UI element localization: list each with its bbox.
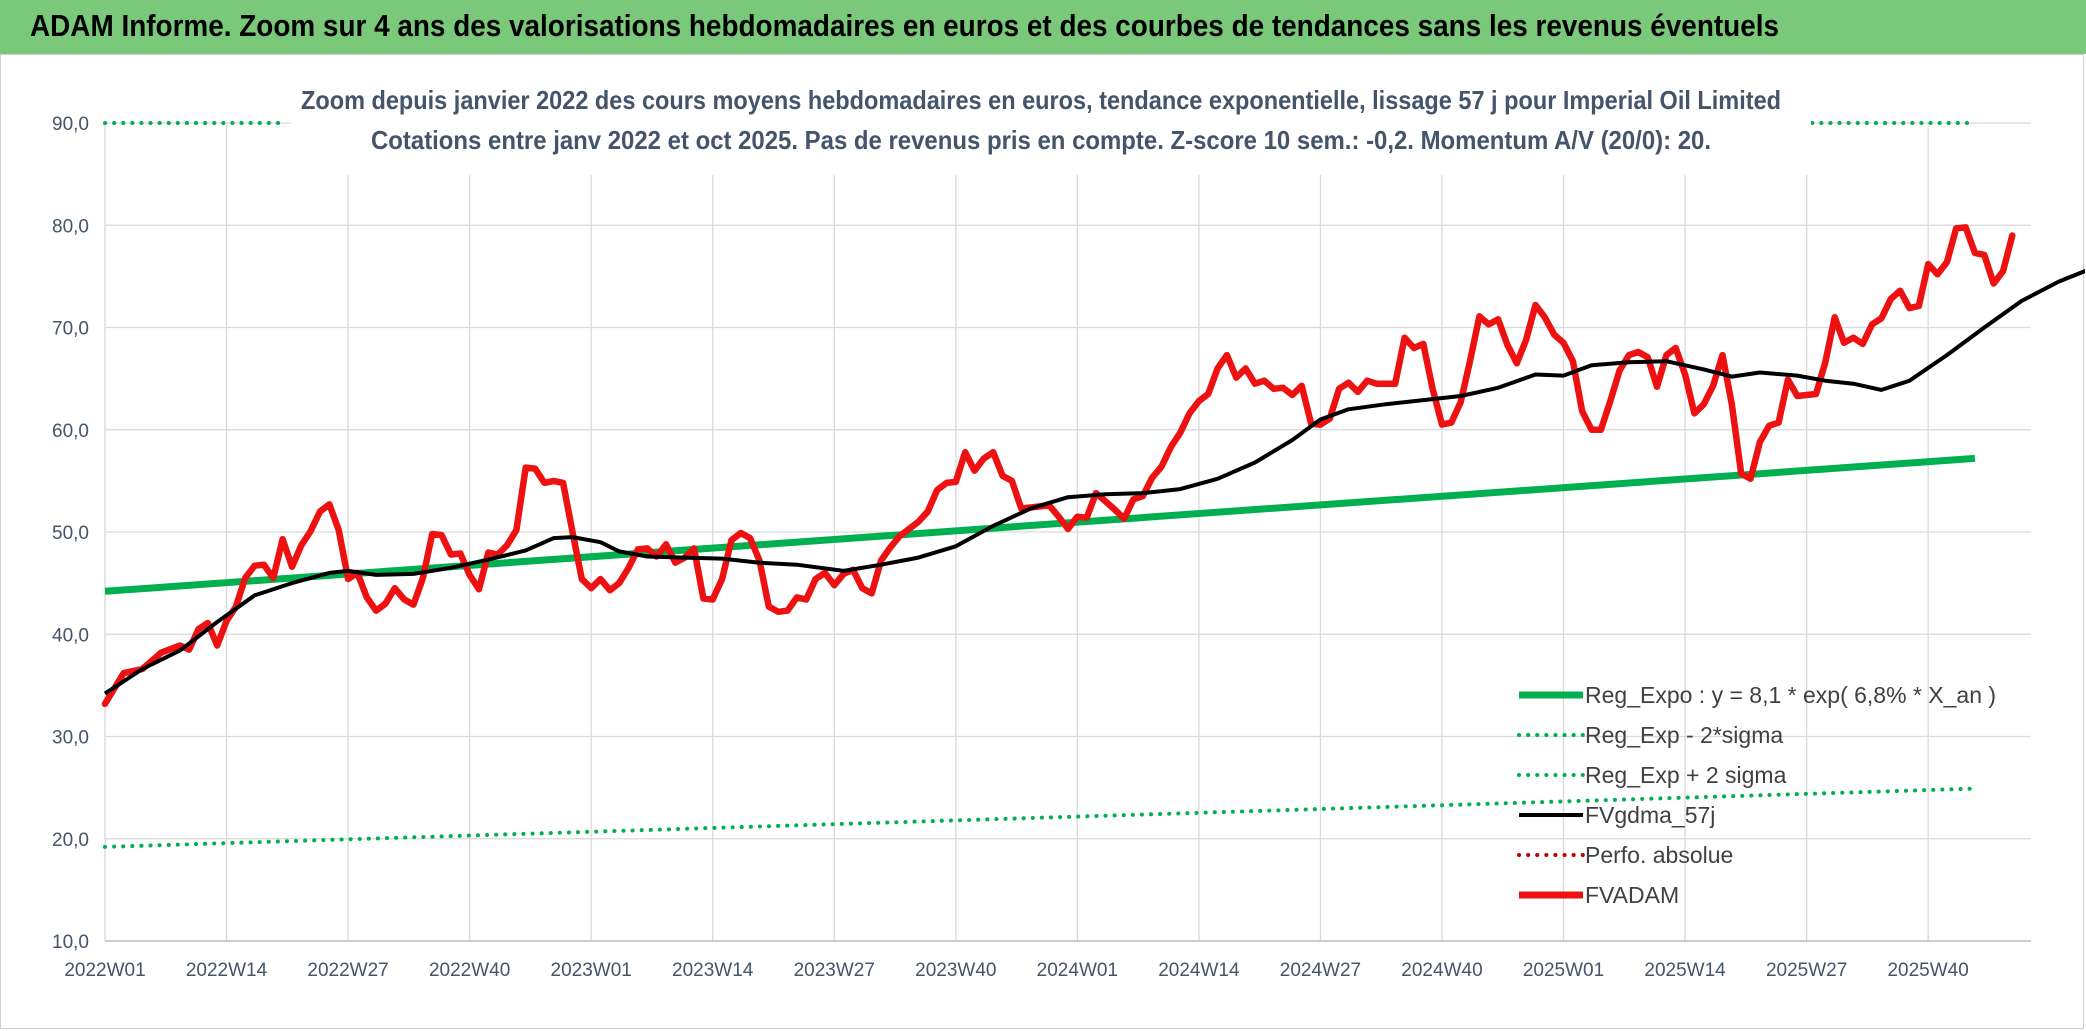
header-banner: ADAM Informe. Zoom sur 4 ans des valoris… [0, 0, 2086, 54]
legend-label-0: Reg_Expo : y = 8,1 * exp( 6,8% * X_an ) [1585, 682, 1996, 708]
x-tick-label: 2023W27 [794, 960, 875, 981]
y-tick-label: 20,0 [52, 830, 89, 851]
x-tick-label: 2024W14 [1158, 960, 1240, 981]
x-tick-label: 2022W40 [429, 960, 510, 981]
gridlines [104, 122, 2031, 942]
series-line-3 [103, 268, 2085, 696]
x-tick-label: 2023W40 [915, 960, 996, 981]
x-tick-label: 2025W40 [1887, 960, 1968, 981]
y-axis: 10,0 20,0 30,0 40,0 50,0 60,0 70,0 80,0 90,0 [52, 114, 89, 953]
x-tick-label: 2025W01 [1523, 960, 1604, 981]
y-tick-label: 50,0 [52, 523, 89, 544]
legend-label-1: Reg_Exp - 2*sigma [1585, 722, 1783, 748]
subtitle-background [291, 77, 1811, 175]
legend-label-2: Reg_Exp + 2 sigma [1585, 762, 1787, 788]
x-axis: 2022W01 2022W14 2022W27 2022W40 2023W01 2023W… [64, 940, 2031, 981]
x-tick-label: 2024W40 [1401, 960, 1482, 981]
legend-label-3: FVgdma_57j [1585, 802, 1715, 828]
y-tick-label: 40,0 [52, 625, 89, 646]
x-tick-label: 2022W27 [307, 960, 388, 981]
y-tick-label: 30,0 [52, 728, 89, 749]
x-tick-label: 2024W01 [1037, 960, 1118, 981]
y-tick-label: 70,0 [52, 319, 89, 340]
chart-title: Zoom depuis janvier 2022 des cours moyen… [301, 85, 1781, 115]
line-chart: 10,0 20,0 30,0 40,0 50,0 60,0 70,0 80,0 90,0 202… [52, 77, 2085, 981]
y-tick-label: 80,0 [52, 216, 89, 237]
legend-label-5: FVADAM [1585, 882, 1679, 908]
x-tick-label: 2023W14 [672, 960, 754, 981]
y-tick-label: 90,0 [52, 114, 89, 135]
x-tick-label: 2022W01 [64, 960, 145, 981]
chart-subtitle: Cotations entre janv 2022 et oct 2025. P… [371, 125, 1711, 155]
x-tick-label: 2025W14 [1644, 960, 1726, 981]
series-layer [101, 121, 2085, 849]
y-tick-label: 10,0 [52, 932, 89, 953]
x-tick-label: 2025W27 [1766, 960, 1847, 981]
x-tick-label: 2024W27 [1280, 960, 1361, 981]
x-tick-label: 2023W01 [551, 960, 632, 981]
report-title: ADAM Informe. Zoom sur 4 ans des valoris… [30, 8, 1779, 43]
chart-frame: 10,0 20,0 30,0 40,0 50,0 60,0 70,0 80,0 90,0 202… [0, 54, 2085, 1029]
y-tick-label: 60,0 [52, 421, 89, 442]
series-line-1 [103, 786, 1977, 849]
series-line-0 [104, 454, 1976, 595]
legend: Reg_Expo : y = 8,1 * exp( 6,8% * X_an ) R… [1517, 682, 1996, 908]
legend-label-4: Perfo. absolue [1585, 842, 1733, 868]
series-line-5 [101, 224, 2016, 708]
x-tick-label: 2022W14 [186, 960, 268, 981]
